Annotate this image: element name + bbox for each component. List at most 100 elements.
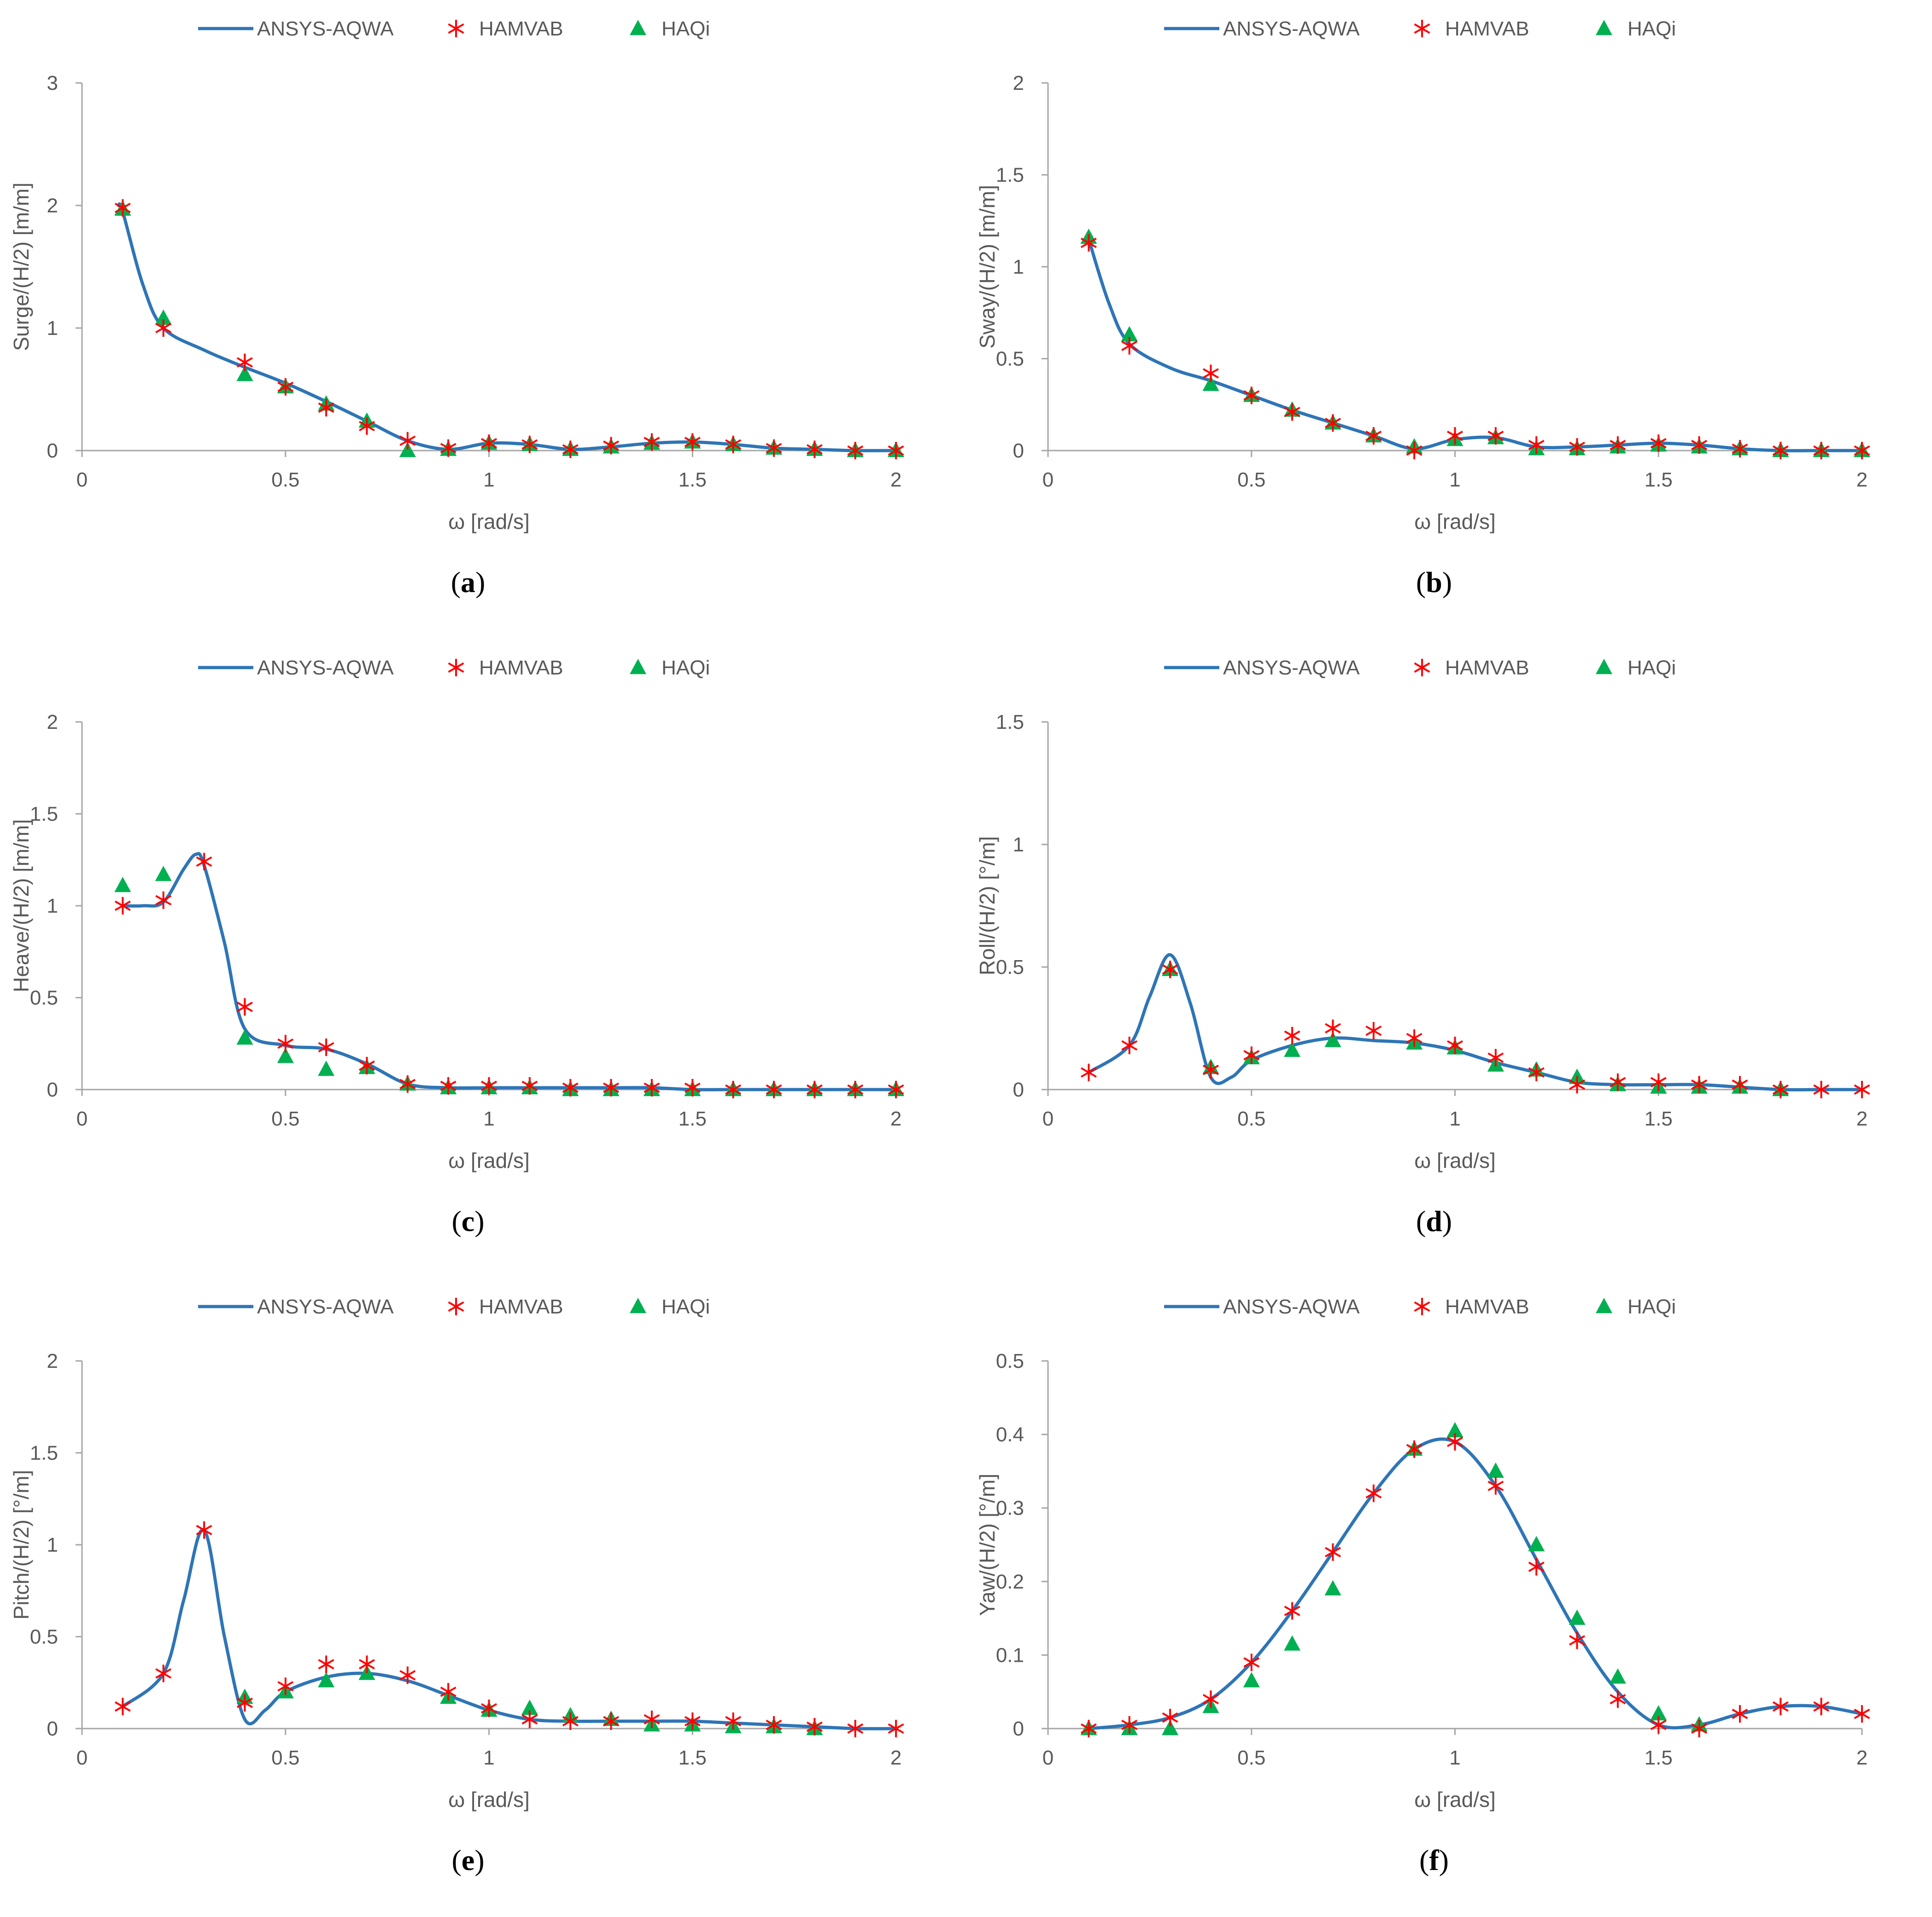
x-tick-label: 1 bbox=[1449, 469, 1460, 491]
y-tick-label: 0.1 bbox=[996, 1644, 1024, 1666]
legend-star-marker bbox=[1414, 659, 1430, 676]
y-axis-title: Pitch/(H/2) [°/m] bbox=[9, 1470, 33, 1619]
hamvab-point bbox=[1243, 1653, 1260, 1671]
panel-a: ANSYS-AQWA HAMVAB HAQi 0 1 2 3 0 0.5 1 1.5 2 ω [rad/… bbox=[0, 0, 966, 639]
legend: ANSYS-AQWA HAMVAB HAQi bbox=[1164, 657, 1676, 679]
hamvab-point bbox=[1610, 436, 1626, 454]
hamvab-point bbox=[847, 1720, 864, 1737]
hamvab-point bbox=[1732, 1705, 1748, 1723]
hamvab-point bbox=[684, 1079, 701, 1096]
haqi-point bbox=[521, 1700, 538, 1715]
legend-label-hamvab: HAMVAB bbox=[1445, 657, 1529, 679]
hamvab-point bbox=[725, 435, 742, 453]
y-axis-title: Heave/(H/2) [m/m] bbox=[9, 819, 33, 992]
hamvab-point bbox=[358, 1655, 375, 1673]
hamvab-point bbox=[1284, 1027, 1300, 1044]
hamvab-point bbox=[521, 1711, 538, 1728]
hamvab-point bbox=[1121, 1716, 1138, 1734]
caption-letter: c bbox=[462, 1205, 474, 1237]
hamvab-point bbox=[1365, 427, 1382, 445]
hamvab-point bbox=[1569, 438, 1586, 456]
hamvab-point bbox=[1772, 442, 1789, 459]
y-tick-label: 1.5 bbox=[30, 803, 58, 826]
haqi-point bbox=[1243, 1672, 1260, 1688]
hamvab-point bbox=[1121, 337, 1138, 355]
series-line-ansys-aqwa bbox=[117, 202, 898, 452]
y-tick-label: 3 bbox=[47, 72, 58, 94]
hamvab-point bbox=[1162, 961, 1178, 979]
y-axis-title: Yaw/(H/2) [°/m] bbox=[975, 1474, 999, 1616]
hamvab-point bbox=[1365, 1484, 1382, 1502]
legend: ANSYS-AQWA HAMVAB HAQi bbox=[1164, 1296, 1676, 1318]
haqi-point bbox=[1202, 375, 1219, 391]
haqi-point bbox=[318, 1061, 335, 1076]
panel-d: ANSYS-AQWA HAMVAB HAQi 0 0.5 1 1.5 0 0.5 1 1.5 2 ω [… bbox=[966, 639, 1932, 1278]
legend-label-haqi: HAQi bbox=[662, 1296, 710, 1318]
legend-label-hamvab: HAMVAB bbox=[1445, 1296, 1529, 1318]
hamvab-point bbox=[155, 891, 172, 909]
x-axis-title: ω [rad/s] bbox=[448, 1149, 530, 1172]
hamvab-point bbox=[725, 1712, 742, 1730]
panel-caption: (f) bbox=[1419, 1844, 1449, 1876]
hamvab-point bbox=[481, 1077, 497, 1095]
x-tick-label: 2 bbox=[1856, 1108, 1868, 1130]
hamvab-point bbox=[562, 440, 579, 458]
hamvab-point bbox=[603, 1079, 620, 1096]
haqi-point bbox=[318, 1672, 335, 1688]
legend-star-marker bbox=[448, 20, 464, 37]
hamvab-point bbox=[196, 1521, 212, 1539]
hamvab-point bbox=[399, 1075, 416, 1093]
x-tick-label: 0 bbox=[1042, 469, 1054, 491]
hamvab-point bbox=[1243, 387, 1260, 405]
hamvab-point bbox=[644, 1711, 660, 1728]
hamvab-point bbox=[1324, 1543, 1341, 1561]
hamvab-point bbox=[603, 1712, 620, 1730]
x-tick-label: 1.5 bbox=[1645, 1747, 1673, 1769]
hamvab-point bbox=[1324, 1020, 1341, 1037]
hamvab-point bbox=[1324, 414, 1341, 432]
x-tick-label: 0 bbox=[1042, 1747, 1054, 1769]
hamvab-point bbox=[481, 434, 497, 452]
series-line-ansys-aqwa bbox=[121, 852, 898, 1091]
x-axis-title: ω [rad/s] bbox=[448, 510, 530, 533]
haqi-point bbox=[155, 866, 172, 881]
chart-c: ANSYS-AQWA HAMVAB HAQi 0 0.5 1 1.5 2 0 0.5 1 1.5 2 ω … bbox=[9, 657, 904, 1237]
hamvab-point bbox=[114, 1698, 131, 1716]
hamvab-point bbox=[1813, 1698, 1830, 1716]
hamvab-point bbox=[1732, 440, 1748, 457]
legend-star-marker bbox=[448, 1298, 464, 1315]
hamvab-point bbox=[440, 1077, 457, 1095]
legend-label-haqi: HAQi bbox=[662, 18, 710, 40]
hamvab-point bbox=[1610, 1073, 1626, 1091]
legend-triangle-marker bbox=[630, 20, 646, 35]
hamvab-point bbox=[1854, 442, 1870, 459]
hamvab-point bbox=[888, 1081, 904, 1098]
hamvab-point bbox=[766, 1081, 782, 1098]
hamvab-point bbox=[1243, 1046, 1260, 1064]
hamvab-point bbox=[277, 1677, 294, 1695]
x-tick-label: 1 bbox=[483, 1747, 494, 1769]
x-axis-title: ω [rad/s] bbox=[1414, 510, 1496, 533]
legend-label-hamvab: HAMVAB bbox=[479, 657, 563, 679]
y-tick-label: 1 bbox=[47, 1534, 58, 1556]
y-axis-title: Roll/(H/2) [°/m] bbox=[975, 836, 999, 975]
y-tick-label: 1 bbox=[1013, 833, 1024, 856]
hamvab-point bbox=[481, 1700, 497, 1718]
panel-e: ANSYS-AQWA HAMVAB HAQi 0 0.5 1 1.5 2 0 0.5 1 1.5 2 ω … bbox=[0, 1278, 966, 1917]
hamvab-point bbox=[1569, 1631, 1586, 1649]
hamvab-point bbox=[1447, 1037, 1463, 1055]
x-tick-label: 0 bbox=[1042, 1108, 1054, 1130]
y-tick-label: 1 bbox=[47, 895, 58, 917]
haqi-point bbox=[1446, 1422, 1464, 1437]
panel-caption: (b) bbox=[1416, 566, 1452, 598]
y-tick-label: 0.5 bbox=[996, 348, 1024, 370]
hamvab-point bbox=[1162, 1709, 1178, 1727]
haqi-point bbox=[1569, 1609, 1586, 1625]
haqi-point bbox=[1609, 1668, 1626, 1684]
legend-triangle-marker bbox=[1596, 659, 1612, 674]
hamvab-point bbox=[1080, 234, 1097, 252]
hamvab-point bbox=[684, 433, 701, 451]
hamvab-point bbox=[1528, 436, 1545, 454]
hamvab-point bbox=[644, 1079, 660, 1096]
hamvab-point bbox=[1854, 1081, 1870, 1098]
